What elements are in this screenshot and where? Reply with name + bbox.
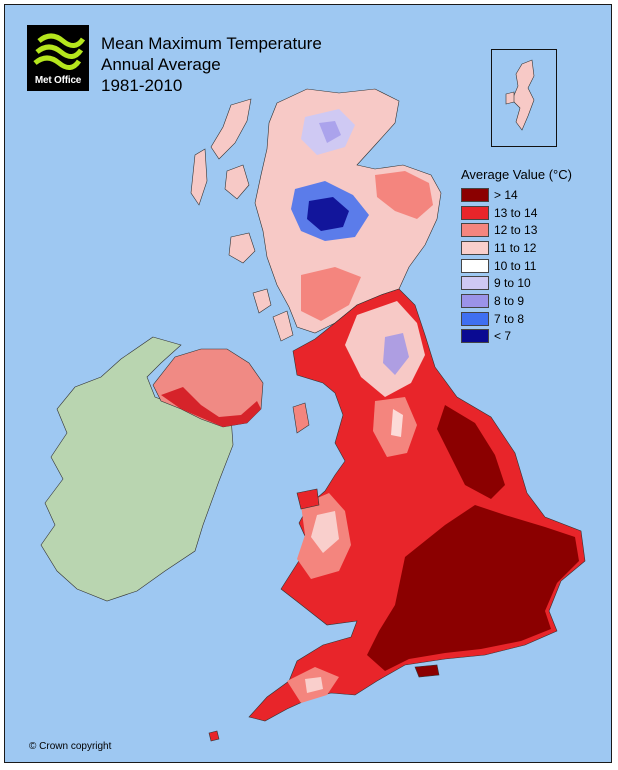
legend-label: 13 to 14 — [494, 205, 538, 220]
legend-item: 9 to 10 — [461, 274, 572, 292]
legend: Average Value (°C) > 14 13 to 14 12 to 13 1… — [461, 167, 572, 345]
met-office-logo: Met Office — [27, 25, 89, 91]
map-frame: Met Office Mean Maximum Temperature Annu… — [4, 4, 612, 763]
legend-swatch — [461, 240, 489, 255]
map-title: Mean Maximum Temperature Annual Average … — [101, 33, 322, 96]
anglesey — [296, 488, 320, 510]
legend-swatch — [461, 187, 489, 202]
legend-label: 12 to 13 — [494, 223, 538, 238]
hebrides — [210, 98, 252, 160]
legend-swatch — [461, 223, 489, 238]
logo-label: Met Office — [34, 75, 82, 86]
legend-label: 9 to 10 — [494, 276, 531, 291]
legend-swatch — [461, 205, 489, 220]
legend-swatch — [461, 311, 489, 326]
legend-swatch — [461, 293, 489, 308]
legend-item: 12 to 13 — [461, 221, 572, 239]
shetland-inset — [491, 49, 557, 147]
isle-of-man — [292, 402, 310, 434]
legend-item: 13 to 14 — [461, 204, 572, 222]
legend-swatch — [461, 329, 489, 344]
legend-label: 7 to 8 — [494, 311, 525, 326]
shetland-islands — [511, 59, 535, 131]
legend-swatch — [461, 276, 489, 291]
legend-item: > 14 — [461, 186, 572, 204]
copyright-notice: © Crown copyright — [29, 741, 112, 752]
legend-item: < 7 — [461, 328, 572, 346]
legend-swatch — [461, 258, 489, 273]
legend-item: 7 to 8 — [461, 310, 572, 328]
temperature-map — [40, 88, 586, 742]
legend-item: 11 to 12 — [461, 239, 572, 257]
isle-of-wight — [414, 664, 440, 678]
legend-item: 8 to 9 — [461, 292, 572, 310]
legend-label: 8 to 9 — [494, 293, 525, 308]
wave-icon — [33, 33, 86, 70]
legend-title: Average Value (°C) — [461, 167, 572, 182]
title-line-3: 1981-2010 — [101, 76, 183, 95]
title-line-1: Mean Maximum Temperature — [101, 34, 322, 53]
legend-item: 10 to 11 — [461, 257, 572, 275]
legend-label: < 7 — [494, 329, 512, 344]
legend-label: 10 to 11 — [494, 258, 537, 273]
legend-label: 11 to 12 — [494, 240, 537, 255]
title-line-2: Annual Average — [101, 55, 221, 74]
legend-label: > 14 — [494, 187, 518, 202]
